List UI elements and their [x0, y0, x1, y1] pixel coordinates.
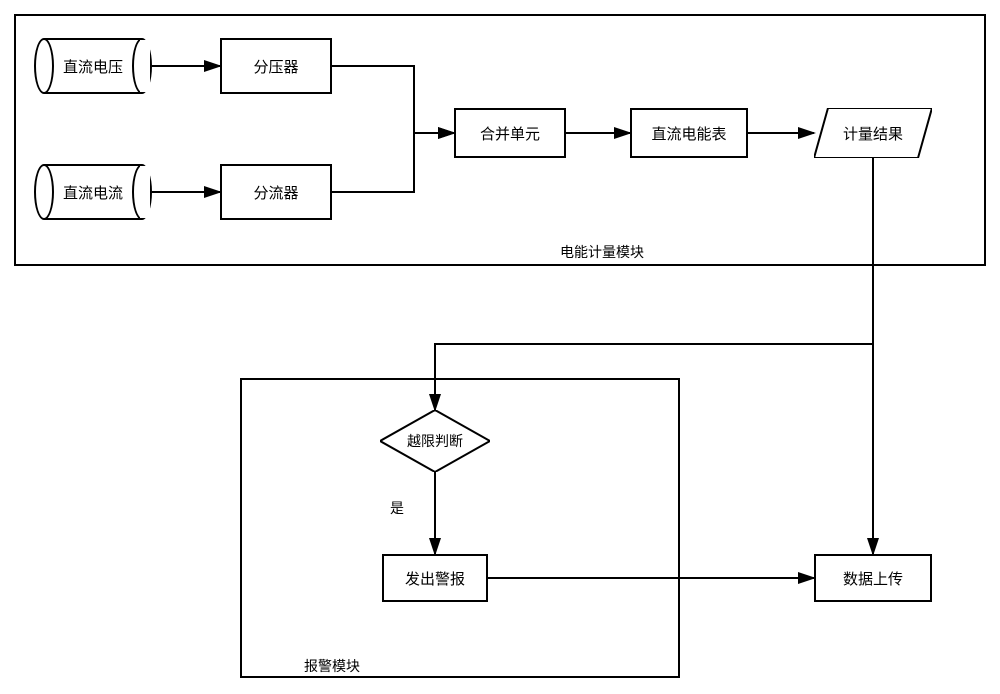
divider-label: 分压器 — [253, 56, 298, 77]
alarm-out-label: 发出警报 — [405, 568, 465, 589]
upload-node: 数据上传 — [814, 554, 932, 602]
metering-module-label: 电能计量模块 — [560, 242, 644, 262]
shunt-node: 分流器 — [220, 164, 332, 220]
dc-current-node: 直流电流 — [34, 164, 152, 220]
result-node: 计量结果 — [814, 108, 932, 158]
merge-unit-node: 合并单元 — [454, 108, 566, 158]
edge-label-yes: 是 — [390, 498, 404, 518]
limit-check-label: 越限判断 — [407, 431, 463, 451]
limit-check-node: 越限判断 — [380, 410, 490, 472]
dc-meter-label: 直流电能表 — [651, 123, 726, 144]
upload-label: 数据上传 — [843, 568, 903, 589]
dc-current-label: 直流电流 — [63, 182, 123, 203]
alarm-out-node: 发出警报 — [382, 554, 488, 602]
alarm-module-label: 报警模块 — [304, 656, 360, 676]
dc-voltage-label: 直流电压 — [63, 56, 123, 77]
divider-node: 分压器 — [220, 38, 332, 94]
result-label: 计量结果 — [843, 123, 903, 144]
dc-voltage-node: 直流电压 — [34, 38, 152, 94]
merge-unit-label: 合并单元 — [480, 123, 540, 144]
dc-meter-node: 直流电能表 — [630, 108, 748, 158]
shunt-label: 分流器 — [253, 182, 298, 203]
